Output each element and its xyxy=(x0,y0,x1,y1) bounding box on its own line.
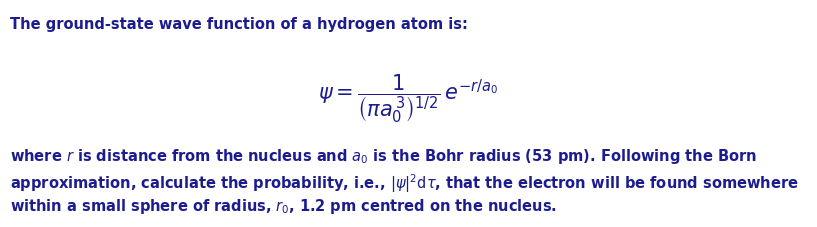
Text: approximation, calculate the probability, i.e., $|\psi|^2\mathrm{d}\tau$, that t: approximation, calculate the probability… xyxy=(10,172,799,195)
Text: $\psi = \dfrac{1}{\left(\pi a_0^{\,3}\right)^{1/2}}\,e^{-r/a_0}$: $\psi = \dfrac{1}{\left(\pi a_0^{\,3}\ri… xyxy=(318,72,498,125)
Text: within a small sphere of radius, $r_0$, 1.2 pm centred on the nucleus.: within a small sphere of radius, $r_0$, … xyxy=(10,197,557,216)
Text: The ground-state wave function of a hydrogen atom is:: The ground-state wave function of a hydr… xyxy=(10,17,468,32)
Text: where $r$ is distance from the nucleus and $a_0$ is the Bohr radius (53 pm). Fol: where $r$ is distance from the nucleus a… xyxy=(10,147,757,166)
